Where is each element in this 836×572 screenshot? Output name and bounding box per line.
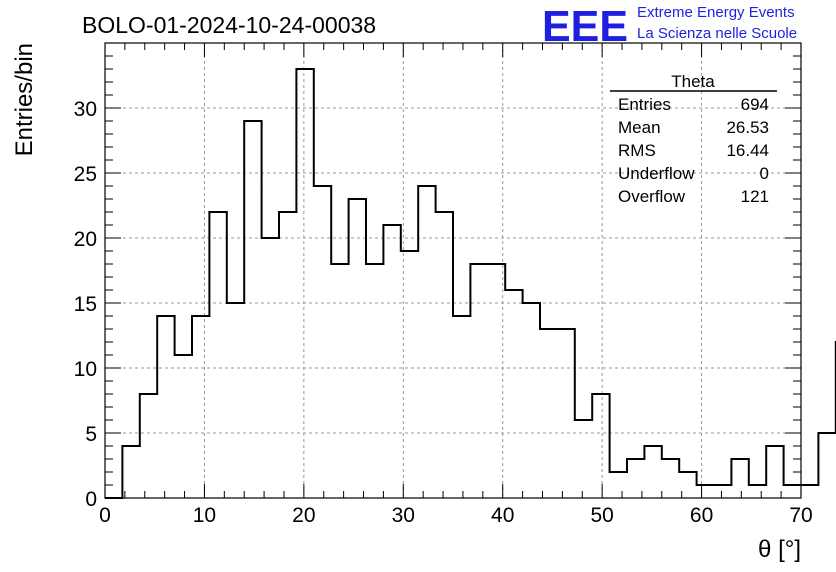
y-tick-label: 30 [74, 98, 97, 121]
axis-ticks [104, 42, 802, 499]
x-tick-label: 50 [590, 504, 613, 527]
stats-rows: Entries 694 Mean 26.53 RMS 16.44 Underflow 0 Ove… [618, 95, 769, 206]
plot-frame [104, 42, 802, 499]
logo-line-2: La Scienza nelle Scuole [637, 25, 797, 42]
y-tick-label: 25 [74, 163, 97, 186]
eee-logo-text: EEE [542, 2, 628, 51]
logo-line-1: Extreme Energy Events [637, 4, 795, 21]
stats-label: Mean [618, 118, 661, 137]
eee-logo: EEE Extreme Energy Events La Scienza nel… [542, 2, 797, 51]
stats-label: Overflow [618, 187, 686, 206]
x-tick-label: 0 [99, 504, 111, 527]
y-tick-label: 15 [74, 293, 97, 316]
x-axis-title: θ [°] [758, 536, 801, 563]
stats-value: 0 [760, 164, 769, 183]
histogram-line [105, 68, 836, 499]
x-tick-label: 10 [193, 504, 216, 527]
stats-title: Theta [671, 72, 715, 91]
stats-label: Entries [618, 95, 671, 114]
stats-box: Theta Entries 694 Mean 26.53 RMS 16.44 Underfl… [610, 72, 777, 206]
x-tick-label: 30 [392, 504, 415, 527]
stats-value: 26.53 [726, 118, 769, 137]
x-tick-label: 60 [690, 504, 713, 527]
chart-title: BOLO-01-2024-10-24-00038 [82, 12, 376, 38]
stats-value: 121 [741, 187, 769, 206]
stats-value: 694 [741, 95, 769, 114]
y-tick-label: 0 [85, 488, 97, 511]
x-tick-label: 20 [292, 504, 315, 527]
y-tick-label: 5 [85, 423, 97, 446]
stats-value: 16.44 [726, 141, 769, 160]
x-tick-label: 40 [491, 504, 514, 527]
y-tick-label: 20 [74, 228, 97, 251]
y-axis-title: Entries/bin [11, 43, 38, 156]
y-tick-label: 10 [74, 358, 97, 381]
y-tick-labels: 0 5 10 15 20 25 30 [74, 98, 97, 511]
x-tick-label: 70 [789, 504, 812, 527]
stats-label: RMS [618, 141, 656, 160]
stats-label: Underflow [618, 164, 695, 183]
x-tick-labels: 0 10 20 30 40 50 60 70 [99, 504, 813, 527]
